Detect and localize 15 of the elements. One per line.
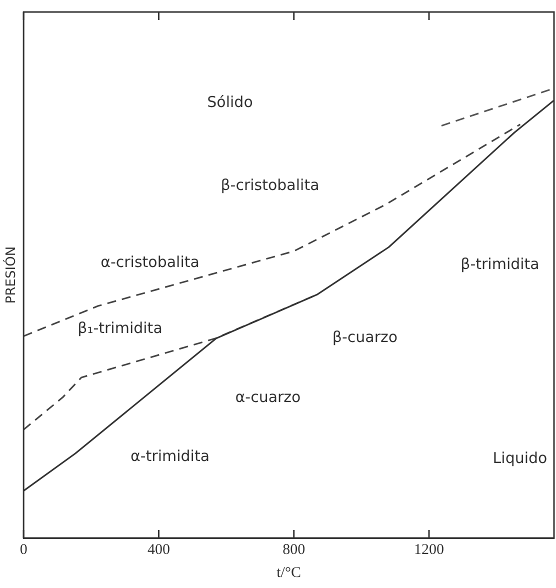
x-tick-label: 800	[282, 542, 306, 558]
annotation: α-cuarzo	[235, 388, 301, 406]
x-tick-label: 400	[147, 542, 170, 558]
annotation: α-trimidita	[130, 446, 210, 465]
annotation: Sólido	[207, 92, 253, 111]
x-axis-title: t/°C	[276, 564, 301, 581]
annotation: β-trimidita	[460, 254, 540, 273]
annotation: β₁-trimidita	[78, 318, 162, 337]
annotation: β-cristobalita	[220, 176, 320, 194]
x-tick-label: 0	[20, 542, 28, 558]
x-tick-label: 1200	[414, 542, 444, 558]
annotation: α-cristobalita	[100, 252, 200, 271]
y-axis-title: PRESIÓN	[2, 246, 20, 304]
annotation: β-cuarzo	[332, 328, 398, 346]
annotation: Liquido	[492, 448, 548, 467]
